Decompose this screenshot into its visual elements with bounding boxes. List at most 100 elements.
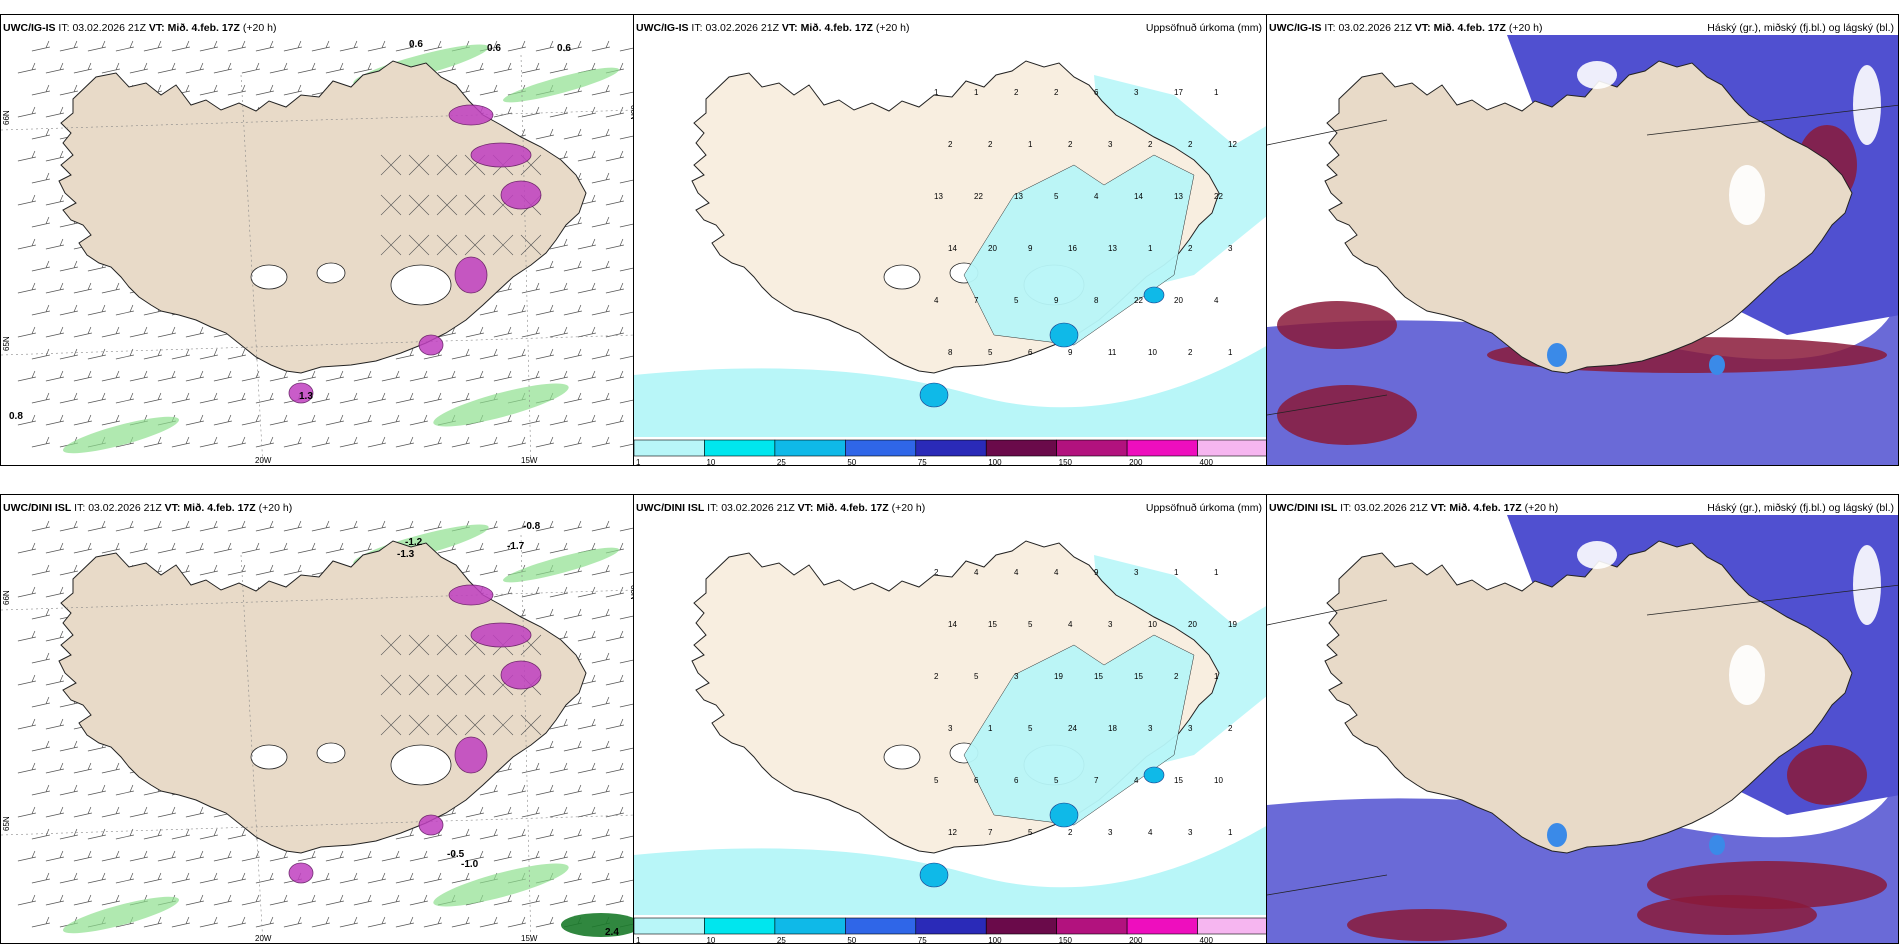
panel-header: UWC/DINI ISL IT: 03.02.2026 21Z VT: Mið.…	[636, 502, 925, 514]
glacier-outline	[883, 744, 921, 770]
valid-time: Mið. 4.feb. 17Z	[183, 502, 256, 514]
valid-time: Mið. 4.feb. 17Z	[816, 502, 889, 514]
convective-precip	[418, 334, 444, 356]
precip-amount-label: 2	[988, 140, 993, 149]
colorbar-level-label: 1	[636, 458, 641, 466]
precip-amount-label: 10	[1148, 348, 1157, 357]
glacier-outline	[250, 264, 288, 290]
colorbar: 1 10 25 50 75 100 150 200 400	[634, 917, 1266, 944]
precip-amount-label: 15	[1174, 776, 1183, 785]
init-time: 03.02.2026 21Z	[705, 22, 779, 34]
precip-amount-label: 5	[1028, 724, 1033, 733]
glacier-outline	[316, 742, 346, 764]
mid-cloud-area	[1547, 343, 1567, 367]
precip-amount-label: 20	[1174, 296, 1183, 305]
cloud-title: Háský (gr.), miðský (fj.bl.) og lágský (…	[1707, 502, 1894, 514]
init-label: IT:	[707, 502, 719, 514]
panel-cloud-top: UWC/IG-IS IT: 03.02.2026 21Z VT: Mið. 4.…	[1266, 14, 1899, 466]
convective-precip	[448, 584, 494, 606]
lead-time: (+20 h)	[1524, 502, 1559, 514]
convective-precip	[470, 622, 532, 648]
high-cloud-area	[1267, 301, 1898, 465]
precip-amount-label: 3	[1108, 828, 1113, 837]
precip-amount-label: 5	[1028, 828, 1033, 837]
colorbar-level-label: 25	[777, 458, 786, 466]
precip-value-label: -1.3	[397, 549, 415, 560]
colorbar-level-label: 10	[706, 458, 715, 466]
model-name: UWC/IG-IS	[1269, 22, 1322, 34]
precip-amount-label: 1	[1174, 568, 1179, 577]
precip-amount-label: 15	[1094, 672, 1103, 681]
precip-amount-label: 7	[1094, 776, 1099, 785]
precip-area-light	[634, 346, 1266, 437]
precip-amount-label: 1	[934, 88, 939, 97]
precip-amount-label: 9	[1028, 244, 1033, 253]
cloud-map	[1267, 515, 1898, 943]
convective-precip	[500, 660, 542, 690]
precip-area-heavy	[1049, 802, 1079, 828]
init-time: 03.02.2026 21Z	[72, 22, 146, 34]
valid-label: VT:	[148, 22, 165, 34]
precip-amount-label: 17	[1174, 88, 1183, 97]
colorbar-swatch	[1197, 917, 1266, 935]
convective-precip	[500, 180, 542, 210]
precip-amount-label: 4	[1054, 568, 1059, 577]
mid-cloud-area	[1709, 355, 1725, 375]
low-cloud-area	[1637, 895, 1817, 935]
low-cloud-area	[1347, 909, 1507, 941]
precip-amount-label: 19	[1054, 672, 1063, 681]
precip-amount-label: 5	[934, 776, 939, 785]
latitude-label: 66N	[2, 590, 11, 605]
glacier-outline	[883, 264, 921, 290]
colorbar-swatch	[704, 439, 776, 457]
precip-amount-label: 6	[1014, 776, 1019, 785]
convective-precip	[418, 814, 444, 836]
colorbar-level-label: 50	[847, 458, 856, 466]
precip-amount-label: 3	[1108, 140, 1113, 149]
init-label: IT:	[1324, 22, 1336, 34]
precip-amount-label: 3	[1014, 672, 1019, 681]
precip-area-land	[963, 634, 1195, 826]
panel-header: UWC/IG-IS IT: 03.02.2026 21Z VT: Mið. 4.…	[3, 22, 276, 34]
convective-precip	[288, 382, 314, 404]
precip-amount-label: 6	[1094, 88, 1099, 97]
lead-time: (+20 h)	[242, 22, 277, 34]
clear-sky-gap	[1577, 541, 1617, 569]
precip-amount-label: 4	[1134, 776, 1139, 785]
precip-amount-label: 2	[1068, 828, 1073, 837]
iceland-landmass	[58, 540, 587, 854]
wind-precip-map: -1.2 -0.8 -0.5-1.0 2.4 -1.3 -1.7 20W 15W 66N 65N 6…	[1, 520, 633, 943]
precip-amount-label: 3	[1134, 88, 1139, 97]
precip-value-label: 2.4	[605, 927, 619, 938]
precip-value-label: 1.3	[299, 391, 313, 402]
precip-amount-label: 4	[934, 296, 939, 305]
glacier-outline	[316, 262, 346, 284]
precip-amount-label: 5	[974, 672, 979, 681]
precip-title: Uppsöfnuð úrkoma (mm)	[1145, 502, 1262, 514]
panel-cloud-bottom: UWC/DINI ISL IT: 03.02.2026 21Z VT: Mið.…	[1266, 494, 1899, 944]
precip-amount-label: 1	[1148, 244, 1153, 253]
precip-amount-label: 10	[1214, 776, 1223, 785]
precip-amount-label: 8	[1094, 296, 1099, 305]
longitude-label: 15W	[521, 456, 538, 465]
light-precip-area	[62, 416, 180, 454]
low-cloud-area	[1277, 301, 1397, 349]
precip-value-label: 0.6	[487, 43, 501, 54]
colorbar-swatch	[845, 917, 917, 935]
longitude-label: 15W	[521, 934, 538, 943]
precip-amount-label: 16	[1068, 244, 1077, 253]
model-name: UWC/DINI ISL	[636, 502, 705, 514]
precip-amount-label: 7	[988, 828, 993, 837]
precip-amount-label: 9	[1068, 348, 1073, 357]
colorbar-level-label: 75	[918, 936, 927, 944]
colorbar-swatch	[704, 917, 776, 935]
model-name: UWC/DINI ISL	[1269, 502, 1338, 514]
precip-amount-label: 1	[1228, 348, 1233, 357]
precip-amount-label: 2	[948, 140, 953, 149]
init-label: IT:	[1340, 502, 1352, 514]
lead-time: (+20 h)	[258, 502, 293, 514]
precip-amount-label: 1	[1228, 828, 1233, 837]
low-cloud-area	[1277, 385, 1417, 445]
